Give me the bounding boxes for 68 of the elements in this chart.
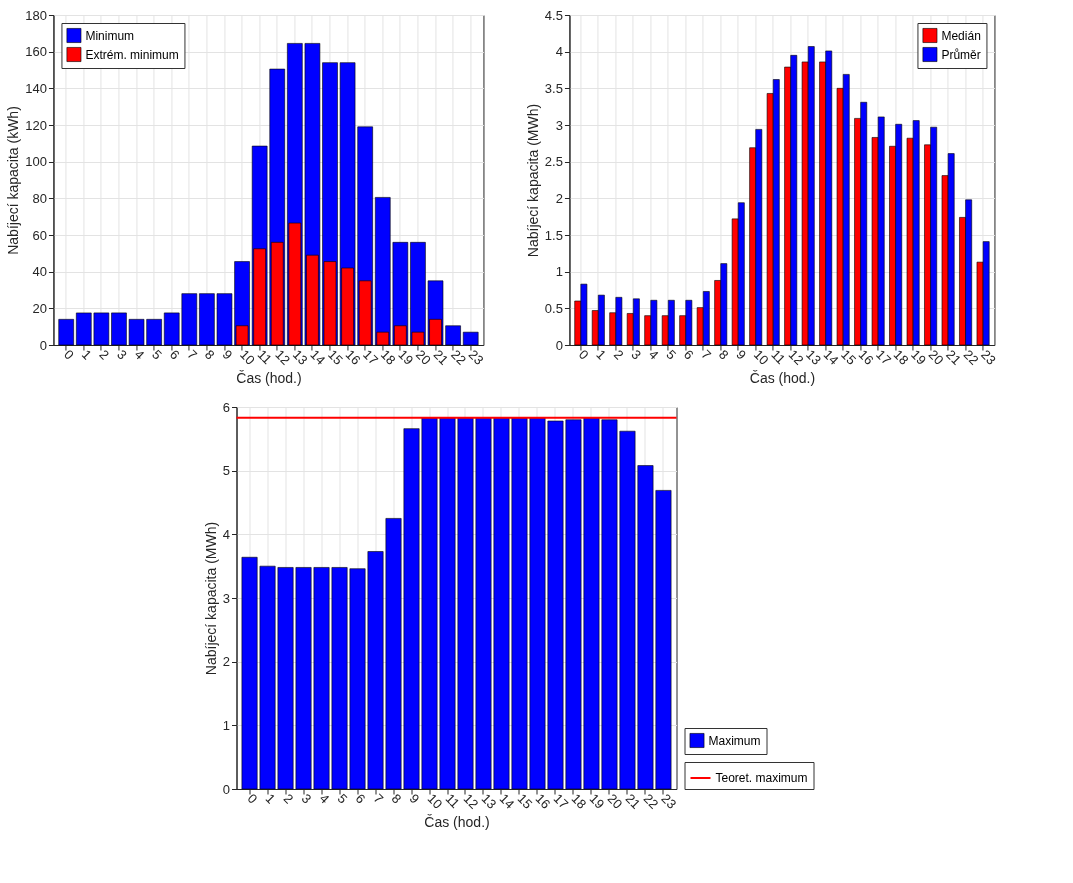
y-tick-label: 3.5 <box>544 80 563 96</box>
y-axis-title: Nabíjecí kapacita (MWh) <box>524 103 541 258</box>
x-tick-label: 7 <box>184 346 201 363</box>
x-tick-label: 5 <box>663 346 680 363</box>
x-tick-label: 4 <box>645 346 662 363</box>
y-tick-label: 1 <box>222 717 230 733</box>
x-tick-label: 8 <box>715 346 732 363</box>
y-axis-title: Nabíjecí kapacita (MWh) <box>202 521 219 676</box>
y-tick-label: 1.5 <box>544 227 563 243</box>
y-tick-label: 4 <box>222 526 230 542</box>
y-tick-label: 160 <box>25 44 47 60</box>
x-tick-label: 5 <box>149 346 165 363</box>
x-tick-label: 0 <box>61 346 77 363</box>
x-tick-label: 3 <box>114 346 130 363</box>
y-tick-label: 0.5 <box>544 300 563 316</box>
bar <box>462 331 479 346</box>
y-tick-label: 5 <box>222 463 230 479</box>
x-tick-label: 9 <box>219 346 236 363</box>
x-tick-label: 4 <box>131 346 148 363</box>
y-tick-label: 120 <box>25 117 47 133</box>
x-tick-label: 5 <box>334 790 351 807</box>
x-tick-label: 2 <box>280 790 297 807</box>
x-axis-title: Čas (hod.) <box>236 369 302 386</box>
y-tick-label: 140 <box>25 80 47 96</box>
legend-label: Maximum <box>708 733 761 748</box>
x-tick-label: 1 <box>593 346 610 363</box>
x-tick-label: 1 <box>262 790 279 807</box>
x-tick-label: 9 <box>733 346 749 363</box>
x-tick-label: 7 <box>370 790 387 807</box>
y-tick-label: 1 <box>555 264 563 280</box>
x-tick-label: 6 <box>352 790 369 807</box>
y-tick-label: 180 <box>25 7 47 23</box>
x-tick-label: 0 <box>244 790 261 807</box>
x-axis-title: Čas (hod.) <box>424 813 490 830</box>
x-tick-label: 3 <box>628 346 645 363</box>
x-tick-label: 8 <box>201 346 218 363</box>
y-tick-label: 80 <box>32 190 47 206</box>
x-tick-label: 7 <box>698 346 715 363</box>
x-axis-title: Čas (hod.) <box>749 369 816 386</box>
x-tick-label: 6 <box>680 346 697 363</box>
y-tick-label: 6 <box>222 399 230 415</box>
legend-label: Teoret. maximum <box>715 771 808 785</box>
y-tick-label: 3 <box>222 590 230 606</box>
y-tick-label: 2 <box>222 654 230 670</box>
y-tick-label: 2.5 <box>544 154 563 170</box>
y-tick-label: 100 <box>25 154 47 170</box>
y-tick-label: 40 <box>32 264 47 280</box>
legend-label: Minimum <box>85 28 135 43</box>
x-tick-label: 9 <box>406 790 423 807</box>
legend-label: Extrém. minimum <box>85 47 179 62</box>
x-tick-label: 2 <box>96 346 113 363</box>
x-tick-label: 3 <box>298 790 315 807</box>
x-tick-label: 8 <box>388 790 405 807</box>
x-tick-label: 2 <box>610 346 627 363</box>
x-tick-label: 6 <box>166 346 183 363</box>
x-tick-label: 4 <box>316 790 333 807</box>
x-tick-label: 0 <box>575 346 592 363</box>
legend-label: Medián <box>941 28 981 43</box>
y-tick-label: 20 <box>32 300 47 316</box>
y-tick-label: 4 <box>555 44 563 60</box>
y-tick-label: 2 <box>555 190 563 206</box>
y-tick-label: 60 <box>32 227 47 243</box>
x-tick-label: 1 <box>78 346 95 363</box>
y-axis-title: Nabíjecí kapacita (kWh) <box>5 106 22 255</box>
bar <box>58 319 74 346</box>
legend-label: Průměr <box>941 47 981 62</box>
y-tick-label: 3 <box>555 117 563 133</box>
y-tick-label: 4.5 <box>544 7 563 23</box>
